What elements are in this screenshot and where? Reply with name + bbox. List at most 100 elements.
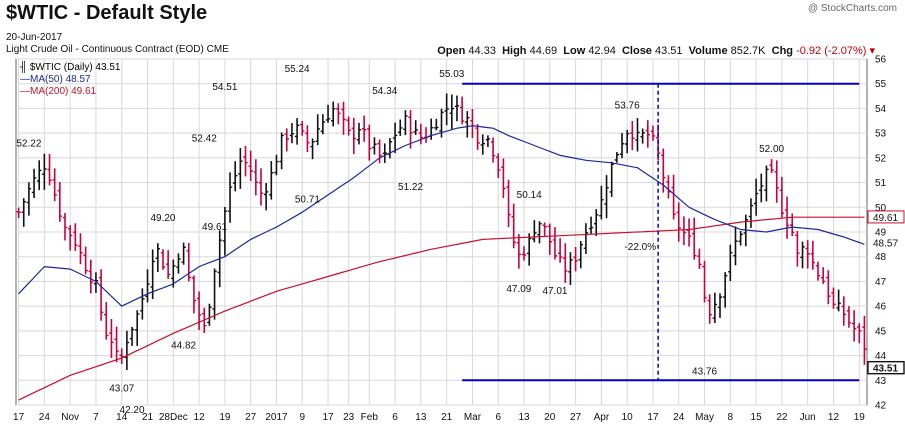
price-bar [676,202,681,242]
volume-value: 852.7K [730,45,766,57]
price-bar [300,121,305,136]
price-bar [78,233,83,265]
price-bar [475,123,480,150]
price-bar [490,137,496,163]
exchange-name: CME [206,44,229,55]
price-bar [191,275,197,314]
price-bar [604,175,609,219]
price-bar [800,241,805,269]
price-bar [155,243,161,273]
price-bar [630,120,635,151]
price-bar [320,114,326,135]
x-tick-label: 24 [673,412,685,423]
legend-price: ╢ $WTIC (Daily) 43.51 [20,62,120,74]
price-bar [21,198,26,227]
price-bar [578,240,583,269]
price-bar [42,153,47,190]
price-bar [181,242,186,265]
price-annotation: 52.00 [759,144,784,155]
open-value: 44.33 [468,45,496,57]
y-tick-label: 49 [875,228,887,239]
price-bar [57,182,63,222]
last-price-box [867,360,905,375]
x-tick-label: 12 [194,412,206,423]
price-bar [635,118,640,152]
price-bar [176,253,181,274]
price-annotation: 55.03 [439,69,464,80]
price-bar [826,270,831,305]
price-bar [573,247,578,272]
instrument-line: Light Crude Oil - Continuous Contract (E… [6,44,229,55]
legend-price-text: $WTIC (Daily) 43.51 [29,62,121,73]
price-bar [62,213,68,241]
price-bar [712,292,718,324]
y-tick-label: 47 [875,277,887,288]
down-arrow-icon: ▾ [869,45,875,57]
price-bar [640,128,645,144]
high-value: 44.69 [529,45,558,57]
x-tick-label: 27 [245,412,257,423]
volume-label: Volume [688,45,728,57]
price-bar [645,120,651,148]
price-bar [253,159,259,196]
x-tick-label: 15 [751,412,763,423]
price-bar [568,252,573,286]
price-bar [815,261,821,281]
price-bar [232,161,238,192]
price-bar [671,174,676,220]
price-bar [614,152,620,163]
price-bar [243,145,248,177]
price-bar [449,94,455,130]
price-bar [341,101,346,135]
x-tick-label: 21 [142,412,154,423]
line-icon: — [20,86,30,97]
price-bar [258,168,264,206]
x-tick-label: 21 [441,412,453,423]
price-bar [537,221,542,244]
price-annotation: 53.76 [615,100,640,111]
close-label: Close [621,45,652,57]
price-annotation: 47.09 [506,284,531,295]
price-bar [47,154,52,186]
y-tick-label: 52 [875,153,887,164]
price-annotation: 52.42 [192,133,217,144]
y-tick-label: 42 [875,401,887,412]
price-bar [485,135,491,147]
price-bar [377,139,382,164]
price-bar [526,233,532,266]
y-tick-label: 53 [875,129,887,140]
legend-ma200: —MA(200) 49.61 [20,86,120,98]
price-bar [738,230,743,246]
price-bar [207,303,212,326]
chart-title: $WTIC - Default Style [6,2,208,24]
price-bar [805,240,810,269]
x-tick-label: 7 [93,412,99,423]
price-bar [398,119,403,136]
price-bar [434,118,439,131]
price-bar [583,223,589,254]
chart-date: 20-Jun-2017 [6,32,63,43]
x-tick-label: 17 [322,412,334,423]
high-label: High [502,45,527,57]
price-annotation: 51.22 [398,182,423,193]
price-bar [93,272,99,293]
price-bar [795,230,800,267]
x-tick-label: 28Dec [159,412,188,423]
price-bar [552,227,558,260]
price-bar [702,260,707,303]
price-bar [846,306,852,328]
x-tick-label: 23 [343,412,355,423]
price-bar [67,225,73,251]
last-price-label: 43.51 [873,364,898,375]
ma200-value-label: 49.61 [873,213,898,224]
price-bar [346,116,351,136]
y-tick-label: 45 [875,326,887,337]
price-annotation: 49.20 [150,213,175,224]
ma200-line [18,216,865,401]
price-annotation: 44.82 [171,340,196,351]
price-bar [160,249,166,270]
x-tick-label: 8 [728,412,734,423]
price-annotation: 50.71 [295,195,320,206]
price-bar [547,223,553,255]
change-label: Chg [771,45,794,57]
